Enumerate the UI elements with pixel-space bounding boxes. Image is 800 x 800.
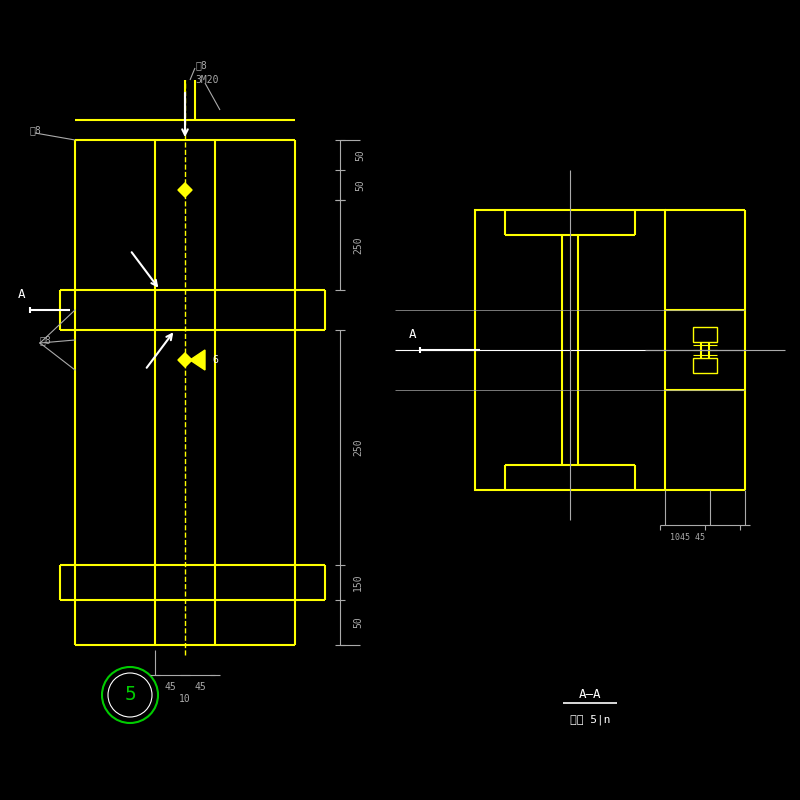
Bar bbox=[693, 327, 717, 342]
Text: 5: 5 bbox=[124, 686, 136, 705]
Text: A—A: A—A bbox=[578, 689, 602, 702]
Text: 50: 50 bbox=[353, 617, 363, 628]
Bar bbox=[693, 358, 717, 373]
Text: 厚8: 厚8 bbox=[195, 60, 206, 70]
Text: A: A bbox=[18, 289, 26, 302]
Polygon shape bbox=[190, 350, 205, 370]
Text: 50: 50 bbox=[355, 149, 365, 161]
Text: 1045 45: 1045 45 bbox=[670, 533, 705, 542]
Text: 厚8: 厚8 bbox=[30, 125, 42, 135]
Text: 250: 250 bbox=[353, 236, 363, 254]
Text: 节点 5|n: 节点 5|n bbox=[570, 714, 610, 726]
Text: 3M20: 3M20 bbox=[195, 75, 218, 85]
Text: 250: 250 bbox=[353, 438, 363, 456]
Text: 45: 45 bbox=[164, 682, 176, 692]
Polygon shape bbox=[178, 353, 192, 367]
Text: 50: 50 bbox=[355, 179, 365, 191]
Text: 10: 10 bbox=[179, 694, 191, 704]
Text: 6: 6 bbox=[212, 355, 218, 365]
Bar bbox=[475, 210, 665, 490]
Text: 厚8: 厚8 bbox=[40, 335, 52, 345]
Polygon shape bbox=[178, 183, 192, 197]
Text: 150: 150 bbox=[353, 574, 363, 591]
Text: A: A bbox=[410, 329, 417, 342]
Text: 45: 45 bbox=[194, 682, 206, 692]
